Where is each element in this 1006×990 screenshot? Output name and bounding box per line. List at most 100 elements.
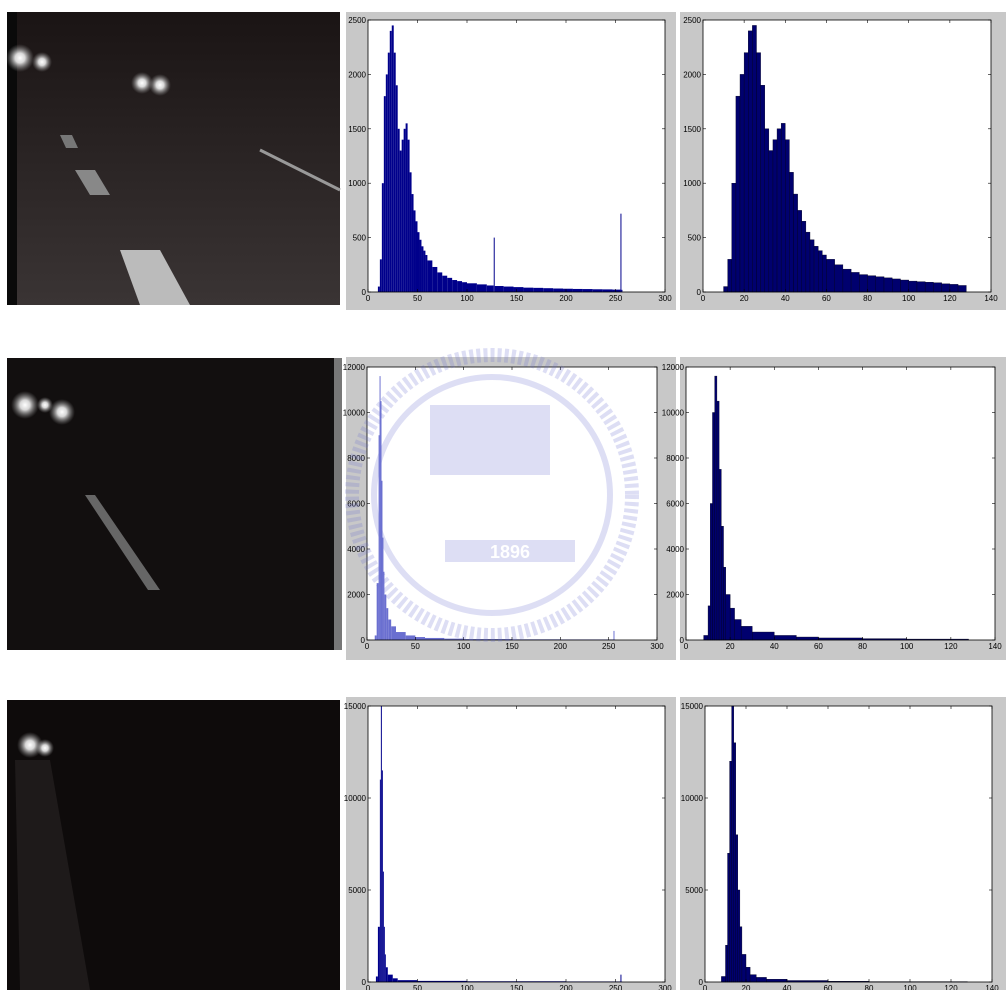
- bar: [724, 287, 728, 292]
- bar: [425, 255, 427, 292]
- x-tick-label: 80: [863, 294, 872, 303]
- bar: [380, 780, 381, 982]
- x-tick-label: 250: [609, 294, 623, 303]
- bar: [495, 286, 504, 292]
- bar: [744, 53, 748, 292]
- y-tick-label: 2000: [348, 70, 366, 79]
- y-tick-label: 15000: [681, 702, 704, 711]
- x-tick-label: 60: [822, 294, 831, 303]
- bar: [933, 283, 941, 292]
- x-tick-label: 140: [988, 642, 1002, 651]
- bar: [418, 232, 420, 292]
- bar: [414, 210, 416, 292]
- bar: [406, 635, 416, 640]
- bar: [386, 608, 388, 640]
- x-tick-label: 200: [559, 984, 573, 990]
- x-tick-label: 300: [658, 984, 672, 990]
- bar: [732, 183, 736, 292]
- bar: [376, 976, 378, 982]
- bar: [573, 289, 583, 292]
- bar: [477, 284, 487, 292]
- x-tick-label: 40: [770, 642, 779, 651]
- bar: [721, 526, 723, 640]
- x-tick-label: 0: [684, 642, 689, 651]
- bar: [388, 53, 390, 292]
- bar: [432, 267, 437, 292]
- y-tick-label: 2000: [347, 591, 365, 600]
- bar: [859, 275, 867, 292]
- bar: [381, 706, 382, 982]
- y-tick-label: 500: [353, 234, 367, 243]
- bar: [777, 129, 781, 292]
- x-tick-label: 40: [781, 294, 790, 303]
- x-tick-label: 0: [701, 294, 706, 303]
- watermark-text: 1896: [490, 542, 530, 562]
- bar: [382, 183, 384, 292]
- y-tick-label: 1500: [683, 125, 701, 134]
- x-tick-label: 40: [783, 984, 792, 990]
- bar: [392, 25, 394, 292]
- bar: [386, 967, 388, 982]
- y-tick-label: 500: [688, 234, 702, 243]
- bar: [717, 401, 719, 640]
- bar: [794, 194, 798, 292]
- bar: [416, 221, 418, 292]
- y-tick-label: 1000: [683, 179, 701, 188]
- bar: [406, 123, 408, 292]
- y-tick-label: 0: [362, 978, 367, 987]
- x-tick-label: 0: [365, 642, 370, 651]
- bar: [487, 285, 494, 292]
- x-tick-label: 150: [510, 294, 524, 303]
- bar: [810, 240, 814, 292]
- bar: [375, 635, 377, 640]
- x-tick-label: 50: [413, 294, 422, 303]
- bar: [740, 74, 744, 292]
- bar: [620, 975, 621, 982]
- bar: [843, 269, 851, 292]
- bar: [388, 620, 391, 640]
- bar: [765, 129, 769, 292]
- bar: [818, 251, 822, 292]
- bar: [796, 637, 818, 640]
- x-tick-label: 0: [366, 294, 371, 303]
- bar: [467, 283, 477, 292]
- y-tick-label: 4000: [666, 545, 684, 554]
- bar: [748, 31, 752, 292]
- bar: [383, 872, 384, 982]
- y-tick-label: 0: [362, 288, 367, 297]
- y-tick-label: 12000: [662, 363, 685, 372]
- x-tick-label: 300: [658, 294, 672, 303]
- bar: [452, 280, 457, 292]
- y-tick-label: 8000: [666, 454, 684, 463]
- y-tick-label: 0: [699, 978, 704, 987]
- y-tick-label: 15000: [344, 702, 367, 711]
- bar: [514, 287, 524, 292]
- bar: [447, 278, 452, 292]
- bar: [728, 853, 730, 982]
- x-tick-label: 250: [609, 984, 623, 990]
- bar: [710, 504, 712, 641]
- figure: 0501001502002503000500100015002000250002…: [0, 0, 1006, 990]
- bar: [774, 635, 796, 640]
- x-tick-label: 200: [554, 642, 568, 651]
- x-tick-label: 300: [650, 642, 664, 651]
- photo: [7, 358, 342, 650]
- x-tick-label: 0: [366, 984, 371, 990]
- bar: [712, 413, 714, 641]
- bar: [396, 85, 398, 292]
- bar: [457, 281, 462, 292]
- bar: [404, 129, 406, 292]
- bar: [750, 975, 756, 982]
- bar: [732, 706, 734, 982]
- bar: [730, 608, 734, 640]
- bar: [427, 260, 432, 292]
- bar: [553, 289, 563, 292]
- y-tick-label: 1500: [348, 125, 366, 134]
- bar: [789, 172, 793, 292]
- bar: [378, 927, 380, 982]
- bar: [408, 140, 410, 292]
- plot-area: [686, 367, 995, 640]
